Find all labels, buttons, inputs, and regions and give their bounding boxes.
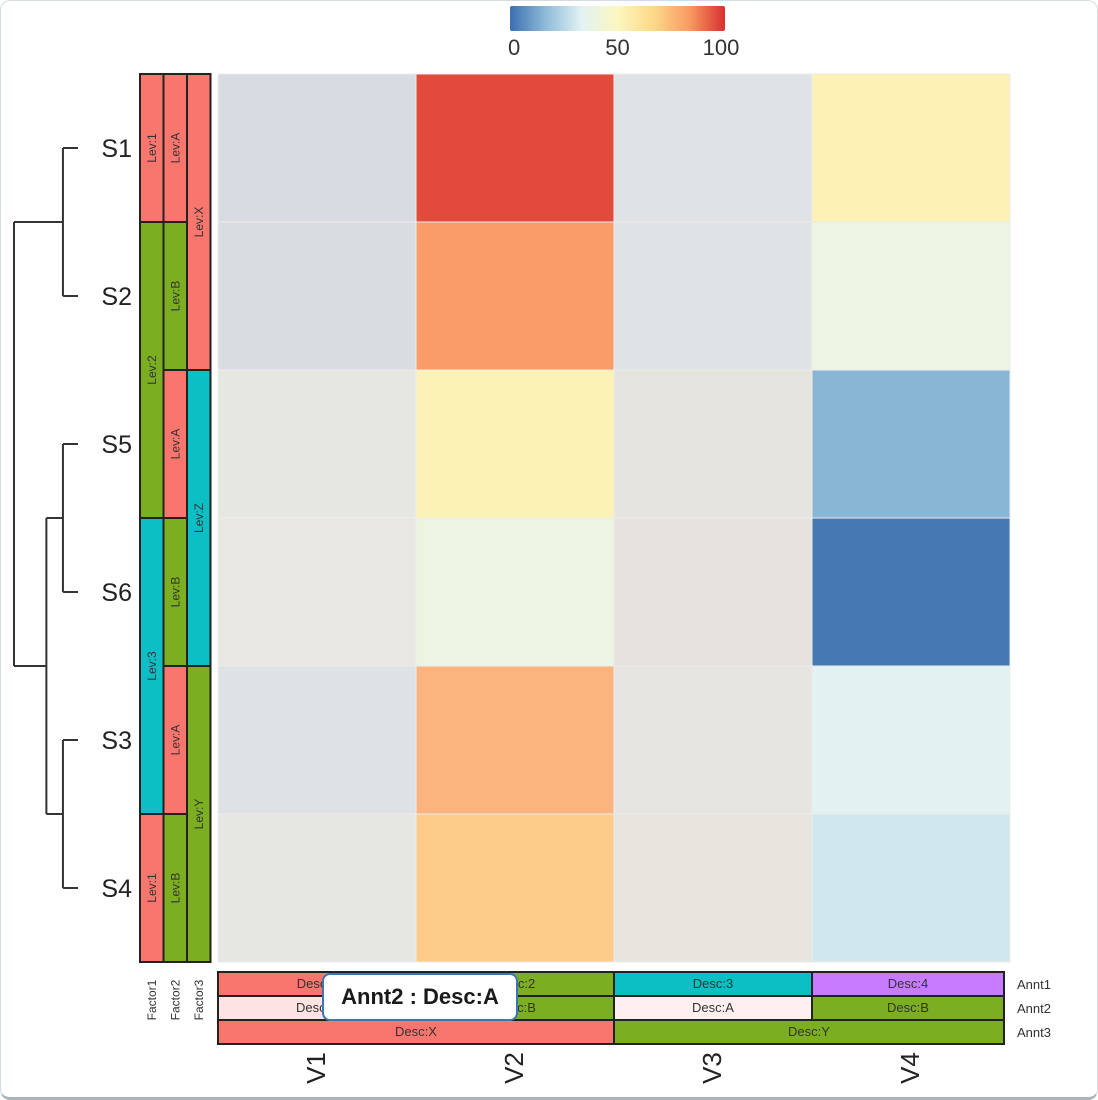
column-annotation-segment [613, 1019, 1005, 1045]
column-annotation-label: Desc:3 [693, 976, 733, 991]
heatmap-cell [415, 665, 615, 815]
heatmap-cell [415, 73, 615, 223]
column-labels: V1 V2 V3 V4 [301, 1052, 925, 1084]
column-annotation-name: Annt3 [1017, 1025, 1051, 1040]
row-annotation-label: Lev:X [192, 207, 206, 238]
row-annotation-label: Lev:A [168, 725, 182, 756]
column-annotation-name: Annt1 [1017, 977, 1051, 992]
heatmap-cell [415, 813, 615, 963]
row-label: S1 [101, 135, 132, 163]
hover-tooltip: Annt2 : Desc:A [322, 973, 518, 1021]
heatmap-cells [217, 73, 1011, 963]
heatmap-cell [217, 221, 417, 371]
row-annotation-label: Lev:A [168, 429, 182, 460]
heatmap-cell [217, 369, 417, 519]
row-annotation-name: Factor3 [192, 979, 206, 1020]
row-annotations: Lev:1 Lev:2 Lev:3 Lev:1 Factor1 Lev:A Lev:B Lev… [139, 73, 212, 1020]
heatmap-cell [217, 813, 417, 963]
row-annotation-label: Lev:3 [145, 651, 159, 681]
row-label: S5 [101, 431, 132, 459]
heatmap-cell [613, 665, 813, 815]
row-annotation-label: Lev:Z [192, 503, 206, 533]
heatmap-cell [415, 517, 615, 667]
column-label: V2 [499, 1052, 529, 1084]
column-annotation-label: Desc:A [692, 1000, 734, 1015]
heatmap-cell [613, 73, 813, 223]
row-label: S4 [101, 875, 132, 903]
heatmap-cell [613, 517, 813, 667]
row-annotation-label: Lev:B [168, 281, 182, 312]
column-annotation-name: Annt2 [1017, 1001, 1051, 1016]
column-annotations: Desc:1Desc:2Desc:3Desc:4Annt1Desc:ADesc:… [217, 971, 1051, 1045]
heatmap-cell [811, 665, 1011, 815]
row-annotation-label: Lev:Y [192, 799, 206, 830]
row-annotation-label: Lev:B [168, 577, 182, 608]
row-annotation-label: Lev:1 [145, 873, 159, 903]
row-label: S2 [101, 283, 132, 311]
heatmap-cell [811, 221, 1011, 371]
colorbar-tick-label: 100 [703, 35, 740, 60]
heatmap-cell [415, 369, 615, 519]
column-annotation-label: Desc:4 [888, 976, 928, 991]
column-annotation-segment [811, 995, 1005, 1021]
heatmap-cell [415, 221, 615, 371]
heatmap-cell [811, 813, 1011, 963]
row-annotation-label: Lev:A [168, 133, 182, 164]
row-dendrogram [13, 147, 78, 889]
heatmap-cell [613, 813, 813, 963]
heatmap-cell [217, 517, 417, 667]
heatmap-cell [811, 369, 1011, 519]
heatmap-cell [811, 517, 1011, 667]
row-annotation-label: Lev:B [168, 873, 182, 904]
colorbar-gradient [510, 6, 725, 31]
heatmap-cell [217, 665, 417, 815]
row-labels: S1 S2 S5 S6 S3 S4 [101, 135, 132, 903]
colorbar-legend: 0 50 100 [508, 6, 739, 60]
row-annotation-label: Lev:1 [145, 133, 159, 163]
heatmap-cell [811, 73, 1011, 223]
column-label: V3 [697, 1052, 727, 1084]
column-annotation-label: Desc:B [887, 1000, 929, 1015]
column-annotation-segment [811, 971, 1005, 997]
heatmap-cell [217, 73, 417, 223]
row-annotation-name: Factor2 [168, 979, 182, 1020]
column-annotation-label: Desc:Y [788, 1024, 830, 1039]
column-annotation-segment [613, 995, 813, 1021]
row-label: S6 [101, 579, 132, 607]
heatmap-cell [613, 221, 813, 371]
colorbar-tick-label: 0 [508, 35, 520, 60]
row-annotation-name: Factor1 [145, 979, 159, 1020]
column-label: V4 [895, 1052, 925, 1084]
column-label: V1 [301, 1052, 331, 1084]
column-annotation-label: Desc:X [395, 1024, 437, 1039]
colorbar-tick-label: 50 [605, 35, 629, 60]
row-annotation-label: Lev:2 [145, 355, 159, 385]
row-annotation-segment [186, 665, 212, 963]
heatmap-cell [613, 369, 813, 519]
row-label: S3 [101, 727, 132, 755]
